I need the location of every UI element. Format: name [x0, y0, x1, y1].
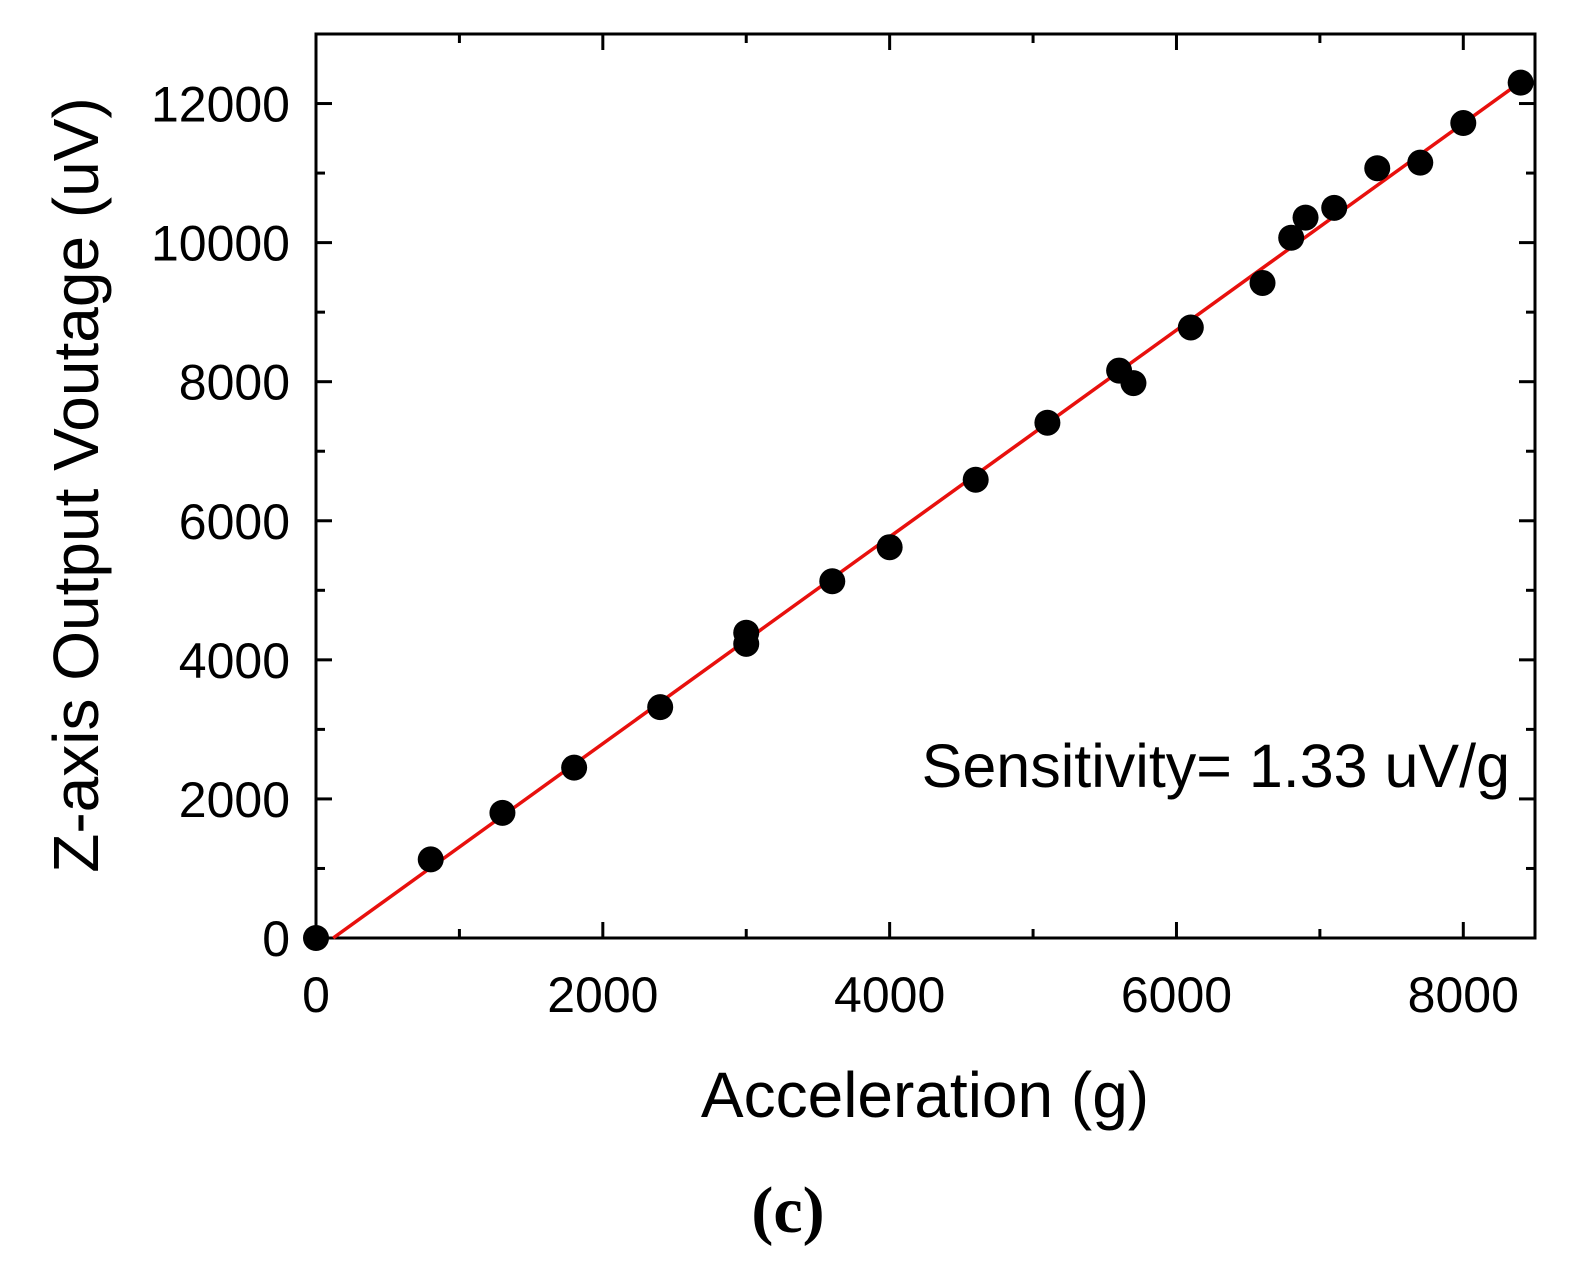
- data-point: [1407, 149, 1434, 176]
- data-points-layer: [303, 69, 1534, 951]
- y-tick-label: 4000: [179, 633, 290, 689]
- plot-frame: [314, 32, 1537, 940]
- x-tick-label: 0: [302, 967, 330, 1023]
- x-tick-label: 2000: [547, 967, 658, 1023]
- data-point: [1177, 314, 1204, 341]
- data-point: [876, 534, 903, 561]
- data-point: [819, 568, 846, 595]
- y-tick-label: 12000: [151, 77, 290, 133]
- panel-label: (c): [751, 1174, 824, 1247]
- data-point: [1321, 194, 1348, 221]
- x-tick-label: 4000: [834, 967, 945, 1023]
- x-tick-label: 6000: [1121, 967, 1232, 1023]
- y-tick-label: 10000: [151, 216, 290, 272]
- y-tick-label: 8000: [179, 355, 290, 411]
- data-point: [1278, 224, 1305, 251]
- data-point: [1507, 69, 1534, 96]
- data-point: [1034, 409, 1061, 436]
- data-point: [1249, 269, 1276, 296]
- data-point: [561, 754, 588, 781]
- sensitivity-annotation: Sensitivity= 1.33 uV/g: [922, 732, 1510, 800]
- fit-line: [332, 80, 1522, 940]
- data-point: [962, 466, 989, 493]
- data-point: [303, 925, 329, 951]
- data-point: [417, 846, 444, 873]
- data-point: [1120, 370, 1147, 397]
- y-tick-label: 6000: [179, 494, 290, 550]
- y-tick-label: 0: [262, 911, 290, 967]
- data-point: [1292, 204, 1319, 231]
- axis-tick-labels: 0 2000 4000 6000 8000 0 2000 4000 6000 8000 10000 1…: [151, 77, 1519, 1023]
- data-point: [489, 799, 516, 826]
- fit-line-layer: [332, 80, 1522, 940]
- data-point: [1364, 155, 1391, 182]
- axis-ticks: [314, 34, 1535, 940]
- y-tick-label: 2000: [179, 772, 290, 828]
- data-point: [1450, 110, 1477, 137]
- x-axis-label: Acceleration (g): [701, 1059, 1149, 1131]
- x-tick-label: 8000: [1408, 967, 1519, 1023]
- data-point: [733, 619, 760, 646]
- data-point: [647, 694, 674, 721]
- y-axis-label: Z-axis Output Voutage (uV): [40, 97, 112, 873]
